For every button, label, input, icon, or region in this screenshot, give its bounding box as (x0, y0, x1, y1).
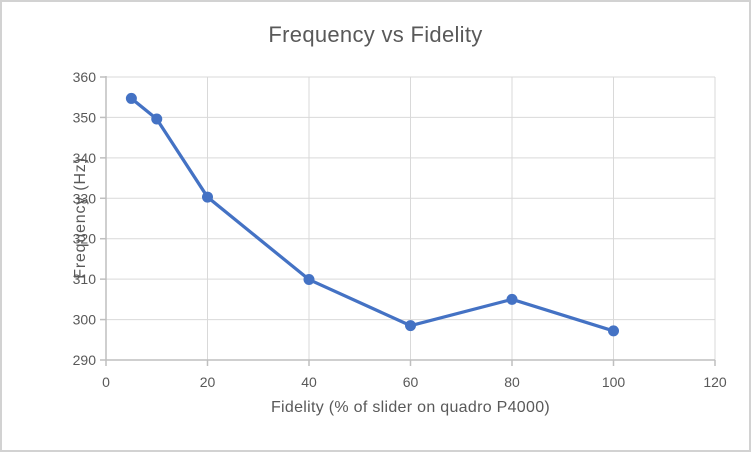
data-point (405, 320, 416, 332)
data-point (151, 113, 163, 125)
y-tick-label: 300 (73, 312, 97, 328)
y-tick-label: 290 (73, 352, 97, 368)
data-point (303, 274, 315, 286)
y-tick-label: 320 (73, 231, 97, 247)
y-tick-label: 330 (73, 190, 97, 206)
x-tick-label: 20 (200, 374, 216, 390)
y-tick-label: 340 (73, 150, 97, 166)
x-tick-label: 0 (102, 374, 110, 390)
x-tick-label: 120 (703, 374, 727, 390)
chart-title: Frequency vs Fidelity (268, 22, 483, 47)
x-tick-label: 60 (403, 374, 419, 390)
data-point (506, 293, 518, 305)
y-tick-label: 350 (73, 109, 97, 125)
data-point (125, 92, 137, 104)
x-tick-label: 80 (504, 374, 520, 390)
y-tick-label: 360 (73, 69, 97, 85)
data-point (202, 191, 213, 203)
x-axis-title: Fidelity (% of slider on quadro P4000) (270, 399, 551, 416)
x-tick-label: 100 (602, 374, 626, 390)
data-line (129, 96, 616, 333)
data-point (608, 325, 619, 337)
x-tick-label: 40 (301, 374, 317, 390)
y-tick-label: 310 (73, 271, 97, 287)
